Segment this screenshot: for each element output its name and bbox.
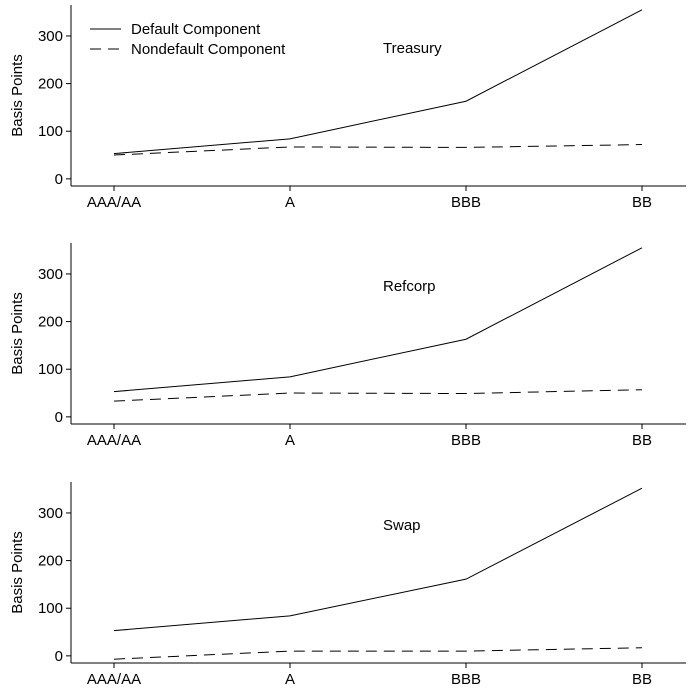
y-tick-label: 100 bbox=[38, 361, 63, 378]
panel-title: Swap bbox=[383, 517, 421, 534]
legend-label: Nondefault Component bbox=[131, 41, 286, 58]
y-tick-label: 200 bbox=[38, 314, 63, 331]
x-tick-label: A bbox=[285, 194, 295, 211]
y-tick-label: 0 bbox=[55, 171, 63, 188]
series-line-nondefault bbox=[113, 647, 643, 660]
legend: Default Component Nondefault Component bbox=[90, 21, 286, 58]
x-tick-label: A bbox=[285, 432, 295, 449]
y-tick-label: 100 bbox=[38, 123, 63, 140]
x-tick-label: AAA/AA bbox=[87, 194, 141, 211]
y-tick-label: 0 bbox=[55, 409, 63, 426]
x-tick-label: A bbox=[285, 671, 295, 688]
series-line-nondefault bbox=[113, 144, 643, 156]
x-tick-label: BB bbox=[632, 671, 652, 688]
y-tick-label: 300 bbox=[38, 28, 63, 45]
series-line-nondefault bbox=[113, 389, 643, 402]
panel-title: Refcorp bbox=[383, 278, 436, 295]
x-tick-label: AAA/AA bbox=[87, 432, 141, 449]
x-tick-label: BBB bbox=[451, 194, 481, 211]
y-tick-label: 300 bbox=[38, 505, 63, 522]
panel-title: Treasury bbox=[383, 40, 442, 57]
x-tick-label: BBB bbox=[451, 671, 481, 688]
legend-label: Default Component bbox=[131, 21, 261, 38]
y-axis-label: Basis Points bbox=[9, 292, 26, 375]
series-line-default bbox=[113, 247, 643, 393]
series-line-default bbox=[113, 9, 643, 155]
y-tick-label: 0 bbox=[55, 648, 63, 665]
series-line-default bbox=[113, 487, 643, 632]
y-tick-label: 100 bbox=[38, 600, 63, 617]
x-tick-label: BB bbox=[632, 432, 652, 449]
x-tick-label: AAA/AA bbox=[87, 671, 141, 688]
y-axis-label: Basis Points bbox=[9, 531, 26, 614]
y-tick-label: 200 bbox=[38, 553, 63, 570]
y-tick-label: 300 bbox=[38, 266, 63, 283]
x-tick-label: BBB bbox=[451, 432, 481, 449]
y-tick-label: 200 bbox=[38, 76, 63, 93]
x-tick-label: BB bbox=[632, 194, 652, 211]
y-axis-label: Basis Points bbox=[9, 54, 26, 137]
